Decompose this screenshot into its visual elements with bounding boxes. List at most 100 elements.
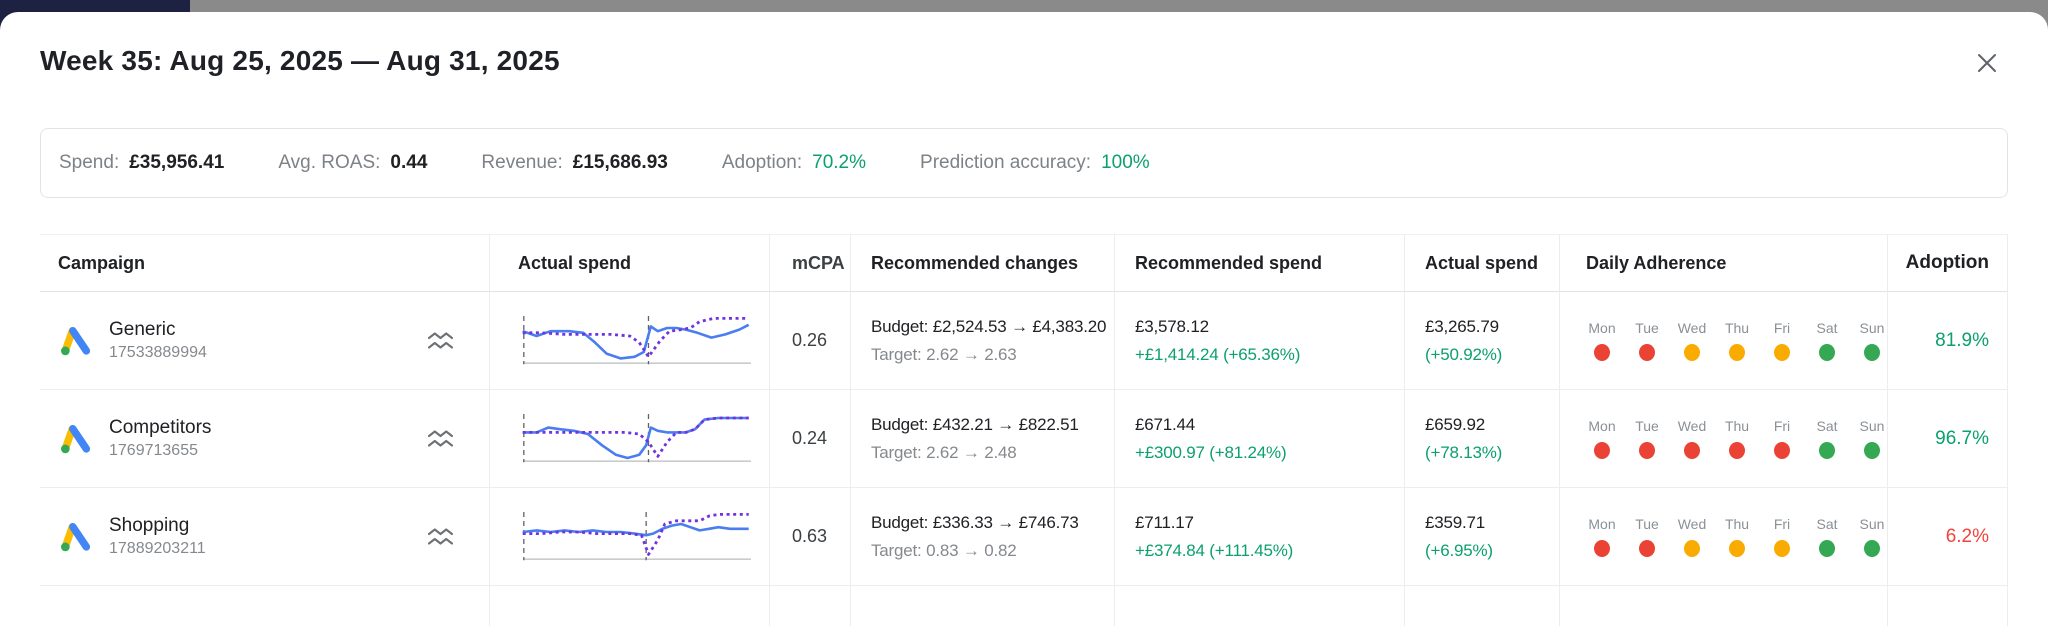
column-header-daily-adherence: Daily Adherence (1560, 234, 1888, 292)
mcpa-cell: 0.26 (770, 292, 851, 390)
budget-change: Budget: £2,524.53 → £4,383.20 (871, 316, 1107, 336)
adoption-cell: 96.7% (1888, 390, 2008, 488)
campaign-id: 17533889994 (109, 344, 207, 361)
actual-spend-cell: £359.71 (+6.95%) (1405, 488, 1560, 586)
close-icon (1978, 54, 1996, 72)
summary-item-value: 100% (1101, 152, 1150, 173)
day-label: Sun (1859, 320, 1885, 336)
budget-change: Budget: £336.33 → £746.73 (871, 512, 1079, 532)
adherence-dot-red (1594, 442, 1610, 459)
mcpa-cell: 0.24 (770, 390, 851, 488)
adherence-day: Sun (1856, 516, 1888, 557)
next-row-stub (490, 586, 770, 626)
adherence-day: Sat (1811, 418, 1843, 459)
adherence-day: Thu (1721, 516, 1753, 557)
adoption-value: 81.9% (1935, 329, 1989, 351)
adherence-dot-red (1639, 442, 1655, 459)
actual-spend: £359.71 (+6.95%) (1425, 513, 1493, 561)
adoption-value: 6.2% (1945, 525, 1989, 547)
adherence-dot-orange (1729, 540, 1745, 557)
recommended-changes: Budget: £432.21 → £822.51 Target: 2.62 → … (871, 415, 1079, 463)
day-label: Fri (1773, 320, 1791, 336)
daily-adherence: Mon Tue Wed Thu Fri Sat Sun (1586, 418, 1888, 459)
column-header-mcpa: mCPA (770, 234, 851, 292)
column-header-adoption: Adoption (1888, 234, 2008, 292)
adherence-day: Fri (1766, 418, 1798, 459)
day-label: Thu (1724, 320, 1750, 336)
actual-spend: £3,265.79 (+50.92%) (1425, 317, 1502, 365)
campaign-info: Shopping 17889203211 (58, 515, 489, 558)
recommended-changes: Budget: £2,524.53 → £4,383.20 Target: 2.6… (871, 317, 1106, 365)
summary-item-label: Avg. ROAS: (278, 152, 381, 173)
adherence-dot-red (1639, 344, 1655, 361)
adherence-day: Wed (1676, 320, 1708, 361)
summary-item: Revenue: £15,686.93 (481, 152, 667, 174)
recommended-spend-cell: £711.17 +£374.84 (+111.45%) (1115, 488, 1405, 586)
adherence-dot-red (1774, 442, 1790, 459)
campaign-cell: Shopping 17889203211 (40, 488, 490, 586)
summary-item-value: 0.44 (390, 152, 428, 173)
actual-spend: £659.92 (+78.13%) (1425, 415, 1502, 463)
adherence-day: Fri (1766, 516, 1798, 557)
next-row-stub (851, 586, 1115, 626)
day-label: Wed (1677, 320, 1707, 336)
close-button[interactable] (1972, 48, 2002, 78)
adherence-day: Wed (1676, 418, 1708, 459)
recommended-spend: £671.44 +£300.97 (+81.24%) (1135, 414, 1287, 463)
adherence-day: Sat (1811, 516, 1843, 557)
actual-spend-cell: £659.92 (+78.13%) (1405, 390, 1560, 488)
recommended-spend-delta: +£300.97 (+81.24%) (1135, 442, 1287, 462)
campaign-cell: Competitors 1769713655 (40, 390, 490, 488)
daily-adherence-cell: Mon Tue Wed Thu Fri Sat Sun (1560, 292, 1888, 390)
adherence-day: Tue (1631, 320, 1663, 361)
summary-item-value: 70.2% (812, 152, 867, 173)
spend-sparkline-chart (522, 315, 751, 364)
adoption-value: 96.7% (1935, 427, 1989, 449)
day-label: Tue (1635, 320, 1659, 336)
adherence-dot-red (1594, 540, 1610, 557)
day-label: Sat (1816, 516, 1838, 532)
summary-item: Spend: £35,956.41 (59, 152, 224, 174)
day-label: Sun (1859, 418, 1885, 434)
adherence-dot-red (1729, 442, 1745, 459)
adherence-dot-red (1684, 442, 1700, 459)
sparkline-toggle-button[interactable] (424, 327, 457, 355)
recommended-spend: £711.17 +£374.84 (+111.45%) (1135, 513, 1293, 561)
adherence-dot-green (1864, 344, 1880, 361)
budget-change: Budget: £432.21 → £822.51 (871, 414, 1079, 434)
actual-spend-value: £359.71 (1425, 512, 1486, 532)
sparkline-toggle-icon (427, 527, 454, 545)
summary-item: Avg. ROAS: 0.44 (278, 152, 427, 174)
column-header-actual-spend: Actual spend (490, 234, 770, 292)
weekly-report-modal: Week 35: Aug 25, 2025 — Aug 31, 2025 Spe… (0, 12, 2048, 626)
summary-item-label: Adoption: (721, 152, 803, 173)
recommended-spend-delta: +£1,414.24 (+65.36%) (1135, 344, 1301, 364)
daily-adherence-cell: Mon Tue Wed Thu Fri Sat Sun (1560, 390, 1888, 488)
recommended-spend: £3,578.12 +£1,414.24 (+65.36%) (1135, 317, 1300, 365)
adherence-day: Tue (1631, 516, 1663, 557)
recommended-spend-value: £671.44 (1135, 414, 1196, 434)
campaign-text: Shopping 17889203211 (109, 515, 206, 558)
mcpa-value: 0.63 (792, 526, 828, 546)
sparkline-toggle-button[interactable] (424, 425, 457, 453)
adherence-dot-red (1594, 344, 1610, 361)
adoption-cell: 81.9% (1888, 292, 2008, 390)
adherence-day: Sun (1856, 320, 1888, 361)
adherence-dot-green (1864, 442, 1880, 459)
adherence-dot-green (1864, 540, 1880, 557)
sparkline-toggle-button[interactable] (424, 523, 457, 551)
next-row-stub (1405, 586, 1560, 626)
campaign-name: Generic (109, 319, 176, 340)
adherence-dot-orange (1774, 540, 1790, 557)
actual-spend-delta: (+50.92%) (1425, 344, 1503, 364)
column-header-campaign: Campaign (40, 234, 490, 292)
adherence-day: Mon (1586, 320, 1618, 361)
actual-spend-chart-cell (490, 488, 770, 586)
recommended-spend-value: £3,578.12 (1135, 316, 1209, 336)
adherence-dot-green (1819, 344, 1835, 361)
adherence-dot-orange (1774, 344, 1790, 361)
next-row-stub (40, 586, 490, 626)
daily-adherence-cell: Mon Tue Wed Thu Fri Sat Sun (1560, 488, 1888, 586)
adherence-day: Mon (1586, 516, 1618, 557)
day-label: Sun (1859, 516, 1885, 532)
